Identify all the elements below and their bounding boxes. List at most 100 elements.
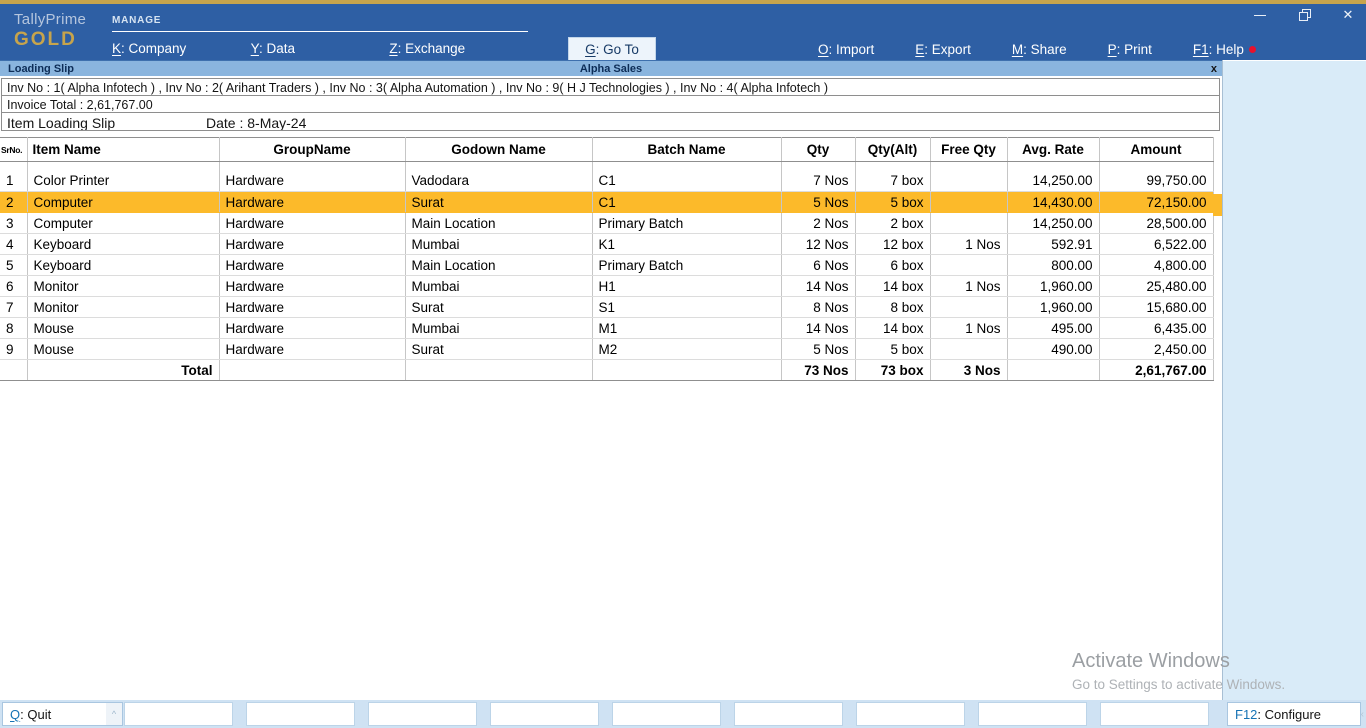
- table-row[interactable]: 8 Mouse Hardware Mumbai M1 14 Nos 14 box 1 Nos 4…: [0, 317, 1214, 339]
- invoice-list-line: Inv No : 1( Alpha Infotech ) , Inv No : …: [1, 78, 1220, 96]
- goto-label: Go To: [603, 42, 639, 57]
- cell: 25,480.00: [1099, 275, 1214, 297]
- table-row[interactable]: 7 Monitor Hardware Surat S1 8 Nos 8 box 1,960.0…: [0, 296, 1214, 318]
- spacer-cell: [1099, 161, 1214, 171]
- cell: Mouse: [27, 317, 220, 339]
- empty-function-button: [612, 702, 721, 726]
- total-label: Total: [27, 359, 220, 381]
- cell: 14 Nos: [781, 275, 856, 297]
- menu-key: Z: [389, 41, 398, 56]
- cell: 15,680.00: [1099, 296, 1214, 318]
- total-cell: 73 box: [855, 359, 931, 381]
- table-row[interactable]: 2 Computer Hardware Surat C1 5 Nos 5 box 14,430…: [0, 191, 1214, 213]
- cell: 14 box: [855, 275, 931, 297]
- cell: 28,500.00: [1099, 212, 1214, 234]
- col-header-groupname: GroupName: [219, 137, 406, 162]
- cell: [930, 191, 1008, 213]
- empty-function-button: [246, 702, 355, 726]
- total-cell: [219, 359, 406, 381]
- cell: C1: [592, 170, 782, 192]
- cell: H1: [592, 275, 782, 297]
- cell: Primary Batch: [592, 212, 782, 234]
- cell: Surat: [405, 296, 593, 318]
- quit-button[interactable]: Q: Quit: [2, 702, 107, 726]
- table-row[interactable]: 5 Keyboard Hardware Main Location Primary Ba…: [0, 254, 1214, 276]
- quit-expand-icon[interactable]: ^: [106, 702, 123, 726]
- window-controls: ✕: [1254, 8, 1354, 22]
- col-header-qty: Qty: [781, 137, 856, 162]
- cell: 8: [0, 317, 28, 339]
- spacer-cell: [27, 161, 220, 171]
- cell: Computer: [27, 212, 220, 234]
- menu-key: E: [915, 42, 925, 57]
- menu-share[interactable]: M: Share: [1011, 42, 1067, 57]
- menu-print[interactable]: P: Print: [1107, 42, 1152, 57]
- total-cell: 3 Nos: [930, 359, 1008, 381]
- cell: 14 Nos: [781, 317, 856, 339]
- cell: [930, 338, 1008, 360]
- menu-import[interactable]: O: Import: [818, 42, 875, 57]
- cell: 6: [0, 275, 28, 297]
- total-cell: 73 Nos: [781, 359, 856, 381]
- col-header-godown-name: Godown Name: [405, 137, 593, 162]
- table-row[interactable]: 4 Keyboard Hardware Mumbai K1 12 Nos 12 box 1 N…: [0, 233, 1214, 255]
- table-row[interactable]: 3 Computer Hardware Main Location Primary Ba…: [0, 212, 1214, 234]
- configure-label: Configure: [1264, 706, 1322, 722]
- cell: 7 box: [855, 170, 931, 192]
- help-alert-dot-icon: [1248, 46, 1256, 53]
- cell: Primary Batch: [592, 254, 782, 276]
- table-row[interactable]: 6 Monitor Hardware Mumbai H1 14 Nos 14 box 1 No…: [0, 275, 1214, 297]
- cell: Main Location: [405, 254, 593, 276]
- close-report-icon[interactable]: x: [1210, 63, 1217, 75]
- cell: 72,150.00: [1099, 191, 1214, 213]
- menu-key: M: [1011, 42, 1024, 57]
- cell: 1: [0, 170, 28, 192]
- panel-divider: [1222, 60, 1223, 728]
- spacer-cell: [219, 161, 406, 171]
- cell: 2 box: [855, 212, 931, 234]
- total-cell: [1007, 359, 1100, 381]
- goto-key: G: [585, 42, 596, 57]
- report-area: Inv No : 1( Alpha Infotech ) , Inv No : …: [0, 76, 1222, 700]
- report-name-label: Loading Slip: [8, 63, 74, 75]
- cell: Hardware: [219, 212, 406, 234]
- spacer-cell: [0, 161, 28, 171]
- empty-function-button: [734, 702, 843, 726]
- total-row: Total 73 Nos 73 box 3 Nos 2,61,767.00: [0, 359, 1214, 381]
- menu-data[interactable]: Y: Data: [250, 41, 295, 56]
- menu-exchange[interactable]: Z: Exchange: [389, 41, 466, 56]
- menu-key: K: [112, 41, 122, 56]
- cell: [930, 170, 1008, 192]
- cell: Monitor: [27, 275, 220, 297]
- cell: C1: [592, 191, 782, 213]
- cell: 8 box: [855, 296, 931, 318]
- cell: Monitor: [27, 296, 220, 318]
- company-name-label: Alpha Sales: [579, 63, 643, 75]
- cell: Hardware: [219, 254, 406, 276]
- spacer-cell: [855, 161, 931, 171]
- menu-export[interactable]: E: Export: [915, 42, 971, 57]
- menu-goto[interactable]: G: Go To: [568, 37, 656, 62]
- cell: 495.00: [1007, 317, 1100, 339]
- cell: Hardware: [219, 317, 406, 339]
- menu-key: Y: [250, 41, 259, 56]
- table-row[interactable]: 9 Mouse Hardware Surat M2 5 Nos 5 box 490.00 2,4…: [0, 338, 1214, 360]
- configure-button[interactable]: F12: Configure: [1227, 702, 1361, 726]
- cell: 6,435.00: [1099, 317, 1214, 339]
- panel-collapse-chevron[interactable]: ‹: [1360, 709, 1364, 720]
- menu-help[interactable]: F1: Help: [1193, 42, 1256, 57]
- cell: 1 Nos: [930, 317, 1008, 339]
- table-header-row: SrNo. Item Name GroupName Godown Name Batch …: [0, 137, 1214, 162]
- cell: Main Location: [405, 212, 593, 234]
- cell: 7: [0, 296, 28, 318]
- cell: 12 box: [855, 233, 931, 255]
- menu-company[interactable]: K: Company: [112, 41, 187, 56]
- restore-icon[interactable]: [1298, 9, 1311, 21]
- right-side-panel: [1223, 61, 1366, 700]
- minimize-icon[interactable]: [1254, 9, 1266, 21]
- close-window-icon[interactable]: ✕: [1342, 7, 1354, 22]
- table-row[interactable]: 1 Color Printer Hardware Vadodara C1 7 Nos 7 b…: [0, 170, 1214, 192]
- cell: M1: [592, 317, 782, 339]
- cell: 1,960.00: [1007, 275, 1100, 297]
- cell: 5 Nos: [781, 191, 856, 213]
